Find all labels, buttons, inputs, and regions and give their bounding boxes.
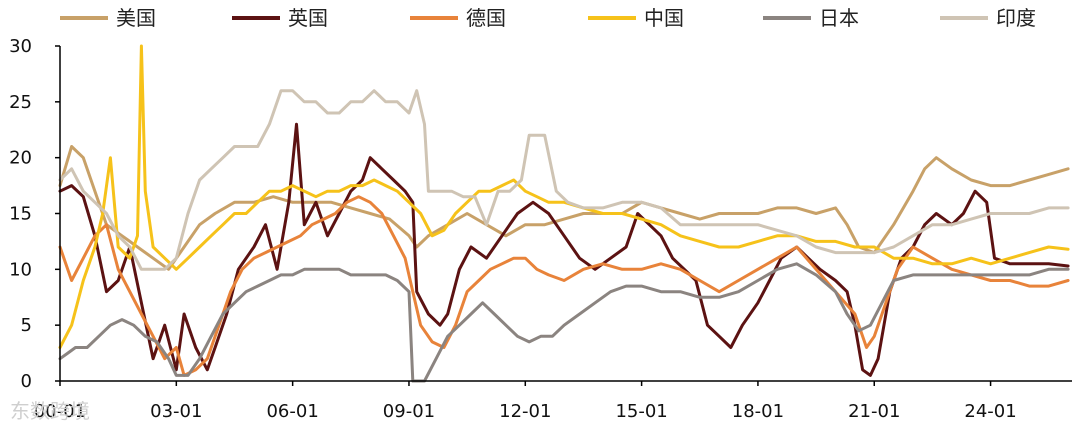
- series-line-3: [58, 195, 1070, 377]
- legend-label: 中国: [644, 6, 684, 30]
- x-tick-label: 09-01: [383, 401, 435, 422]
- series-line-5: [58, 262, 1070, 383]
- legend-label: 印度: [996, 6, 1036, 30]
- x-tick-label: 24-01: [964, 401, 1016, 422]
- x-tick-label: 03-01: [150, 401, 202, 422]
- y-tick-label: 15: [9, 204, 32, 225]
- series-layer: [58, 44, 1070, 383]
- y-tick-label: 0: [21, 371, 32, 392]
- series-line-6: [58, 89, 1070, 271]
- series-line-2: [58, 122, 1070, 377]
- x-tick-label: 06-01: [266, 401, 318, 422]
- legend: 美国 英国 德国 中国 日本 印度: [60, 6, 1036, 30]
- series-line-1: [58, 145, 1070, 271]
- ticks: 0 5 10 15 20 25 30 00-01 03-01 06-01 09-01 12-01 15-…: [9, 36, 1017, 422]
- legend-label: 英国: [288, 6, 328, 30]
- legend-label: 德国: [466, 6, 506, 30]
- axes: [59, 46, 1072, 382]
- legend-label: 美国: [116, 6, 156, 30]
- y-tick-label: 5: [21, 315, 32, 336]
- y-tick-label: 10: [9, 259, 32, 280]
- y-tick-label: 30: [9, 36, 32, 57]
- y-tick-label: 25: [9, 92, 32, 113]
- watermark: 东数跨境: [10, 399, 90, 423]
- x-tick-label: 21-01: [848, 401, 900, 422]
- series-line-4: [58, 44, 1070, 349]
- x-tick-label: 12-01: [499, 401, 551, 422]
- x-tick-label: 15-01: [615, 401, 667, 422]
- x-tick-label: 18-01: [732, 401, 784, 422]
- x-tick-label: 00-01: [34, 401, 86, 422]
- y-tick-label: 20: [9, 148, 32, 169]
- legend-label: 日本: [819, 6, 859, 30]
